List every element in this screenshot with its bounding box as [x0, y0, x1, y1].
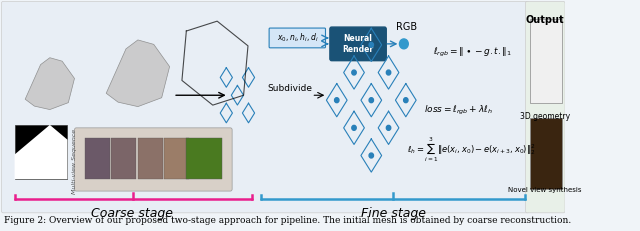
FancyBboxPatch shape [330, 27, 387, 61]
FancyBboxPatch shape [530, 118, 561, 189]
Text: $loss = \ell_{rgb} + \lambda \ell_h$: $loss = \ell_{rgb} + \lambda \ell_h$ [424, 103, 493, 117]
FancyBboxPatch shape [1, 1, 529, 213]
Text: Novel view synthesis: Novel view synthesis [508, 187, 582, 193]
Circle shape [399, 39, 408, 49]
FancyBboxPatch shape [530, 19, 561, 103]
Text: RGB: RGB [396, 22, 417, 32]
FancyBboxPatch shape [186, 138, 221, 179]
Circle shape [335, 98, 339, 103]
FancyBboxPatch shape [269, 28, 326, 48]
Polygon shape [15, 125, 67, 179]
Text: Coarse stage: Coarse stage [91, 207, 173, 220]
Circle shape [369, 153, 374, 158]
FancyBboxPatch shape [15, 125, 67, 179]
Circle shape [369, 43, 374, 47]
Circle shape [352, 70, 356, 75]
FancyBboxPatch shape [85, 138, 109, 179]
Text: 3D geometry: 3D geometry [520, 112, 570, 121]
Text: Output: Output [525, 15, 564, 25]
Text: Neural
Render: Neural Render [342, 34, 374, 54]
Circle shape [352, 125, 356, 130]
FancyBboxPatch shape [525, 1, 565, 213]
Polygon shape [106, 40, 170, 107]
Text: Figure 2: Overview of our proposed two-stage approach for pipeline. The initial : Figure 2: Overview of our proposed two-s… [4, 216, 572, 225]
Text: $x_0, n_i, h_i, d_i$: $x_0, n_i, h_i, d_i$ [276, 32, 318, 44]
Circle shape [387, 70, 391, 75]
Text: $\ell_h = \sum_{i=1}^{3} \|e(x_i, x_0) - e(x_{i+3}, x_0)\|_2^2$: $\ell_h = \sum_{i=1}^{3} \|e(x_i, x_0) -… [406, 135, 535, 164]
FancyBboxPatch shape [74, 128, 232, 191]
FancyBboxPatch shape [138, 138, 163, 179]
Circle shape [387, 125, 391, 130]
Text: Multi-view Sequence: Multi-view Sequence [72, 129, 77, 194]
Text: Fine stage: Fine stage [361, 207, 426, 220]
Circle shape [404, 98, 408, 103]
FancyBboxPatch shape [111, 138, 136, 179]
Text: $\ell_{rgb} = \| \bullet - g.t.\|_1$: $\ell_{rgb} = \| \bullet - g.t.\|_1$ [433, 46, 512, 59]
Circle shape [369, 98, 374, 103]
Text: Subdivide: Subdivide [268, 84, 313, 93]
Polygon shape [25, 58, 74, 109]
FancyBboxPatch shape [164, 138, 189, 179]
